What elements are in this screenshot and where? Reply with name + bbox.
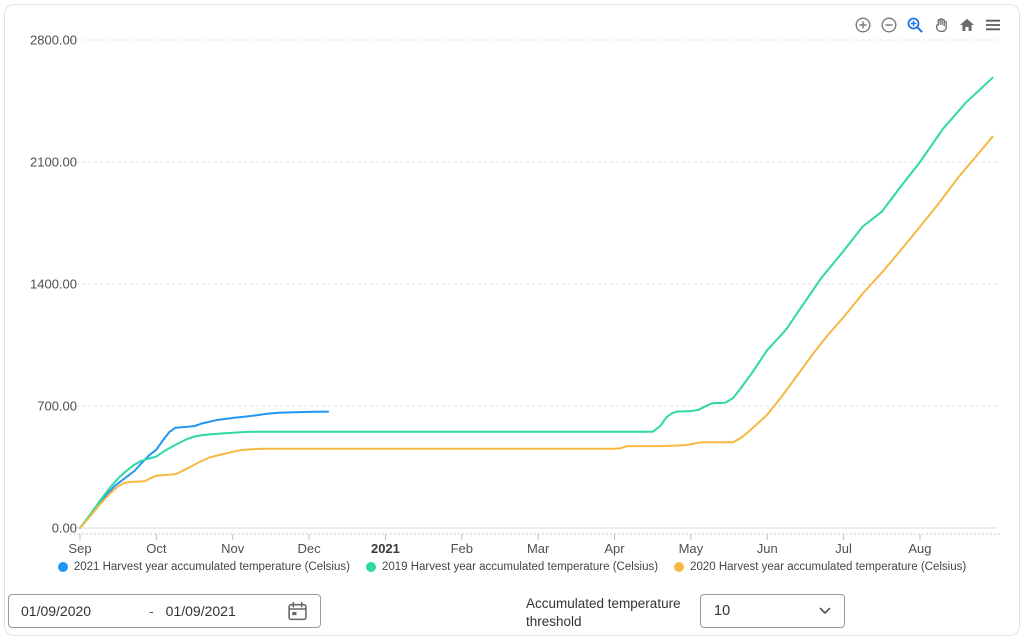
series-line[interactable] (79, 135, 994, 529)
threshold-selected-value: 10 (714, 603, 731, 619)
date-start-value[interactable]: 01/09/2020 (21, 603, 92, 619)
box-zoom-icon[interactable] (906, 16, 924, 34)
zoom-in-icon[interactable] (854, 16, 872, 34)
legend-item[interactable]: 2020 Harvest year accumulated temperatur… (674, 561, 966, 573)
y-axis-tick-label: 1400.00 (30, 277, 77, 292)
date-range-separator: - (149, 603, 154, 619)
x-axis-tick-label: Feb (451, 541, 473, 556)
threshold-label: Accumulated temperature threshold (526, 596, 681, 629)
y-axis-tick-label: 2100.00 (30, 155, 77, 170)
x-axis-tick-label: Sep (68, 541, 91, 556)
x-axis-tick-label: Oct (146, 541, 167, 556)
x-axis-tick-label: Jun (757, 541, 778, 556)
legend-dot-icon (57, 562, 68, 572)
legend-label: 2020 Harvest year accumulated temperatur… (690, 561, 967, 573)
legend-item[interactable]: 2019 Harvest year accumulated temperatur… (365, 561, 659, 573)
x-axis-tick-label: May (679, 541, 704, 556)
x-axis-tick-label: Dec (298, 541, 322, 556)
menu-icon[interactable] (984, 16, 1002, 34)
zoom-out-icon[interactable] (880, 16, 898, 34)
home-icon[interactable] (958, 16, 976, 34)
date-range-input[interactable]: 01/09/2020 - 01/09/2021 (8, 594, 321, 628)
chevron-down-icon (819, 603, 831, 619)
y-axis-tick-label: 2800.00 (30, 33, 77, 48)
date-end-value[interactable]: 01/09/2021 (165, 603, 236, 619)
legend-label: 2019 Harvest year accumulated temperatur… (381, 561, 659, 573)
calendar-icon[interactable] (287, 601, 308, 622)
legend-item[interactable]: 2021 Harvest year accumulated temperatur… (57, 561, 350, 573)
x-axis-tick-label: 2021 (371, 541, 400, 556)
legend-dot-icon (365, 562, 376, 572)
pan-hand-icon[interactable] (932, 16, 950, 34)
series-line[interactable] (79, 76, 994, 529)
x-axis-tick-label: Jul (835, 541, 852, 556)
x-axis-tick-label: Mar (527, 541, 550, 556)
y-axis-tick-label: 700.00 (37, 399, 77, 414)
accumulated-temperature-chart[interactable]: 0.00 700.00 1400.00 2100.00 2800.00 Sep Oct Nov… (0, 0, 1010, 558)
x-axis-tick-label: Aug (908, 541, 931, 556)
x-axis-tick-label: Nov (221, 541, 245, 556)
legend-label: 2021 Harvest year accumulated temperatur… (73, 561, 350, 573)
chart-legend: 2021 Harvest year accumulated temperatur… (0, 561, 1024, 573)
x-axis-tick-label: Apr (604, 541, 625, 556)
y-axis-tick-label: 0.00 (52, 521, 77, 536)
threshold-select[interactable]: 10 (700, 594, 845, 628)
legend-dot-icon (674, 562, 685, 572)
series-line[interactable] (79, 410, 330, 529)
chart-toolbar (854, 16, 1002, 34)
